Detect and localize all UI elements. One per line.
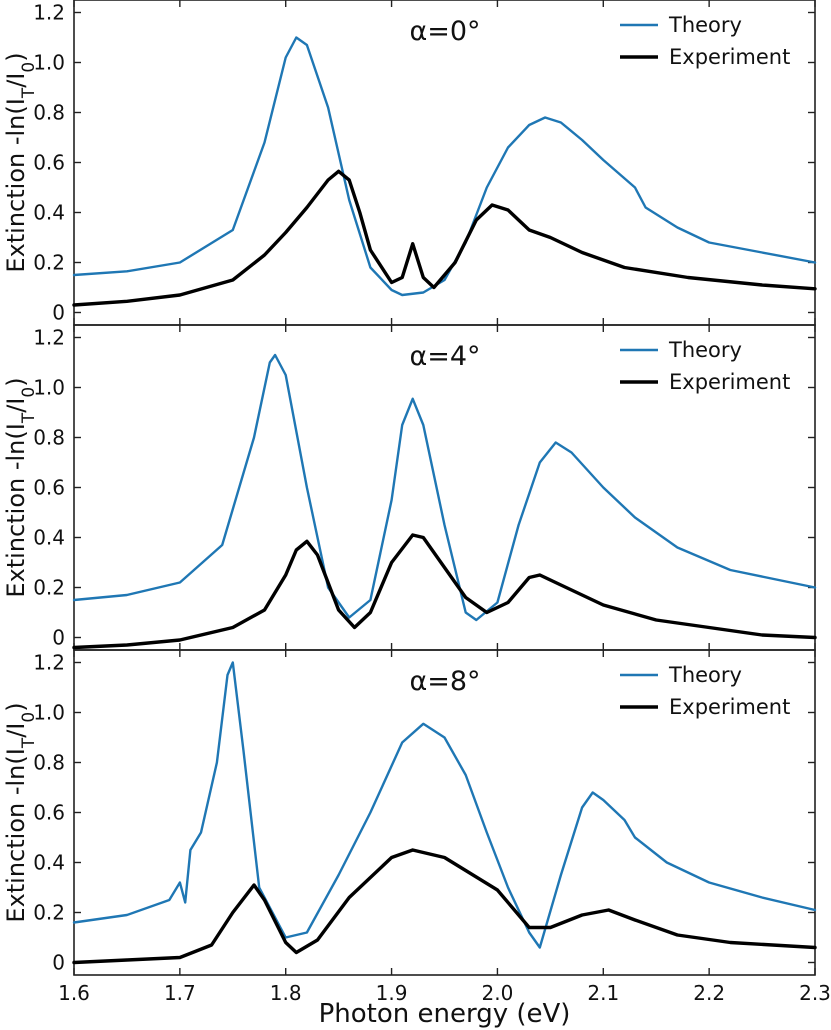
series-line-theory xyxy=(72,353,817,622)
y-tick-label: 0.2 xyxy=(33,576,65,600)
y-tick-label: 1.2 xyxy=(33,326,65,350)
y-tick-label: 1.0 xyxy=(33,701,65,725)
y-axis-label: Extinction -ln(IT/I0) xyxy=(2,52,39,272)
y-tick-label: 0.8 xyxy=(33,751,65,775)
y-tick-label: 1.2 xyxy=(33,651,65,675)
y-tick-label: 0.4 xyxy=(33,526,65,550)
y-tick-label: 0.8 xyxy=(33,101,65,125)
legend-label-experiment: Experiment xyxy=(669,45,790,69)
y-tick-label: 1.0 xyxy=(33,376,65,400)
x-tick-label: 2.0 xyxy=(482,981,514,1005)
series-line-experiment xyxy=(72,533,817,650)
y-tick-label: 0 xyxy=(52,951,65,975)
panel-2: 0 0.2 0.4 0.6 0.8 1.0 1.2 α=8° Theory Experiment xyxy=(33,649,817,976)
legend: Theory Experiment xyxy=(620,13,790,69)
x-tick-label: 1.9 xyxy=(376,981,408,1005)
legend: Theory Experiment xyxy=(620,663,790,719)
panel-title: α=0° xyxy=(409,16,480,47)
y-tick-label: 0.2 xyxy=(33,251,65,275)
y-tick-label: 0.6 xyxy=(33,801,65,825)
series-line-experiment xyxy=(72,169,817,307)
panel-title: α=8° xyxy=(409,666,480,697)
x-tick-label: 2.1 xyxy=(587,981,619,1005)
legend-label-theory: Theory xyxy=(668,13,742,37)
y-tick-label: 1.2 xyxy=(33,1,65,25)
legend: Theory Experiment xyxy=(620,338,790,394)
panel-1: 0 0.2 0.4 0.6 0.8 1.0 1.2 α=4° Theory Experiment xyxy=(33,324,817,651)
series-line-theory xyxy=(72,661,817,949)
y-tick-label: 0.4 xyxy=(33,851,65,875)
legend-label-theory: Theory xyxy=(668,338,742,362)
panel-title: α=4° xyxy=(409,341,480,372)
x-tick-label: 2.3 xyxy=(799,981,831,1005)
x-axis: 1.6 1.7 1.8 1.9 2.0 2.1 2.2 2.3 Photon energy (e… xyxy=(58,981,831,1029)
y-tick-label: 0.2 xyxy=(33,901,65,925)
y-tick-label: 1.0 xyxy=(33,51,65,75)
y-tick-label: 0 xyxy=(52,301,65,325)
y-tick-label: 0 xyxy=(52,626,65,650)
legend-label-theory: Theory xyxy=(668,663,742,687)
chart-panels: 00.20.40.60.81.01.2α=0° TheoryExperiment0… xyxy=(33,0,817,976)
y-tick-label: 0.6 xyxy=(33,476,65,500)
series-line-experiment xyxy=(72,848,817,965)
x-tick-label: 1.8 xyxy=(270,981,302,1005)
y-tick-label: 0.8 xyxy=(33,426,65,450)
y-axis-label: Extinction -ln(IT/I0) xyxy=(2,702,39,922)
y-axis-label: Extinction -ln(IT/I0) xyxy=(2,377,39,597)
x-tick-label: 2.2 xyxy=(693,981,725,1005)
x-axis-label: Photon energy (eV) xyxy=(319,999,571,1029)
legend-label-experiment: Experiment xyxy=(669,370,790,394)
x-tick-label: 1.7 xyxy=(164,981,196,1005)
x-tick-label: 1.6 xyxy=(58,981,90,1005)
legend-label-experiment: Experiment xyxy=(669,695,790,719)
y-axis-labels: Extinction -ln(IT/I0) Extinction -ln(IT/I… xyxy=(2,52,39,922)
panel-0: 0 0.2 0.4 0.6 0.8 1.0 1.2 α=0° Theory Experiment xyxy=(33,0,817,326)
y-tick-label: 0.6 xyxy=(33,151,65,175)
y-tick-label: 0.4 xyxy=(33,201,65,225)
series-line-theory xyxy=(72,36,817,297)
